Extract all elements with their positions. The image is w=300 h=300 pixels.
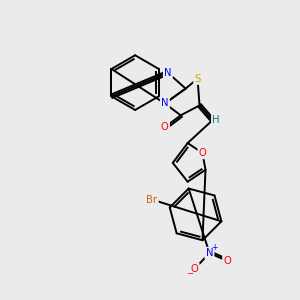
Text: Br: Br (146, 194, 158, 205)
Text: O: O (161, 122, 169, 132)
Text: N: N (164, 68, 172, 78)
Text: +: + (211, 244, 218, 253)
Text: S: S (194, 74, 201, 84)
Text: O: O (199, 148, 206, 158)
Text: N: N (206, 248, 213, 258)
Text: N: N (161, 98, 169, 108)
Text: O: O (191, 264, 199, 274)
Text: O: O (224, 256, 231, 266)
Text: H: H (212, 115, 220, 125)
Text: −: − (186, 269, 193, 278)
